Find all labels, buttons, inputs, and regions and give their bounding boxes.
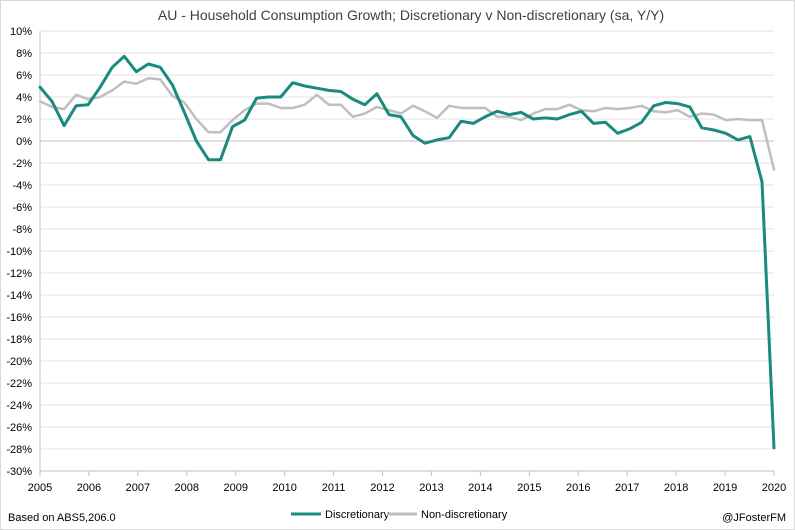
x-tick-label: 2015 (517, 482, 541, 494)
x-tick-label: 2010 (272, 482, 296, 494)
y-tick-label: -20% (6, 356, 32, 368)
x-tick-label: 2007 (126, 482, 150, 494)
axes (39, 31, 774, 472)
y-tick-label: 2% (16, 114, 32, 126)
y-tick-label: 6% (16, 70, 32, 82)
x-tick-label: 2006 (77, 482, 101, 494)
y-axis-ticks: 10% 8% 6% 4% 2% 0% -2% -4% -6% -8% -10% -12% -14% -16… (6, 26, 32, 478)
y-tick-label: -2% (12, 158, 32, 170)
x-tick-label: 2011 (322, 482, 346, 494)
y-tick-label: 8% (16, 48, 32, 60)
y-tick-label: -14% (6, 290, 32, 302)
y-tick-label: -16% (6, 312, 32, 324)
y-tick-label: -28% (6, 444, 32, 456)
y-tick-label: -18% (6, 334, 32, 346)
y-tick-label: -30% (6, 466, 32, 478)
y-tick-label: -24% (6, 400, 32, 412)
x-tick-label: 2014 (468, 482, 492, 494)
x-tick-label: 2020 (762, 482, 786, 494)
y-tick-label: -12% (6, 268, 32, 280)
y-tick-label: -22% (6, 378, 32, 390)
x-tick-label: 2013 (419, 482, 443, 494)
y-tick-label: 0% (16, 136, 32, 148)
x-tick-label: 2018 (664, 482, 688, 494)
legend-label-discretionary: Discretionary (325, 509, 390, 521)
series-line-discretionary (38, 54, 776, 450)
legend-label-non-discretionary: Non-discretionary (421, 509, 508, 521)
y-tick-label: -6% (12, 202, 32, 214)
x-tick-label: 2016 (566, 482, 590, 494)
y-tick-label: -8% (12, 224, 32, 236)
legend: Discretionary Non-discretionary (291, 509, 508, 521)
x-tick-label: 2019 (713, 482, 737, 494)
x-tick-label: 2005 (28, 482, 52, 494)
chart-title: AU - Household Consumption Growth; Discr… (158, 7, 664, 23)
author-credit: @JFosterFM (722, 512, 786, 524)
x-tick-label: 2017 (615, 482, 639, 494)
y-tick-label: 4% (16, 92, 32, 104)
y-tick-label: -10% (6, 246, 32, 258)
series-lines (38, 54, 776, 450)
gridlines (40, 30, 774, 472)
y-tick-label: 10% (10, 26, 32, 38)
y-tick-label: -4% (12, 180, 32, 192)
source-note: Based on ABS5,206.0 (8, 512, 116, 524)
y-tick-label: -26% (6, 422, 32, 434)
x-tick-label: 2009 (223, 482, 247, 494)
x-tick-label: 2012 (370, 482, 394, 494)
x-tick-label: 2008 (175, 482, 199, 494)
x-axis-ticks: 2005 2006 2007 2008 2009 2010 2011 2012 2013 2014… (28, 471, 786, 494)
